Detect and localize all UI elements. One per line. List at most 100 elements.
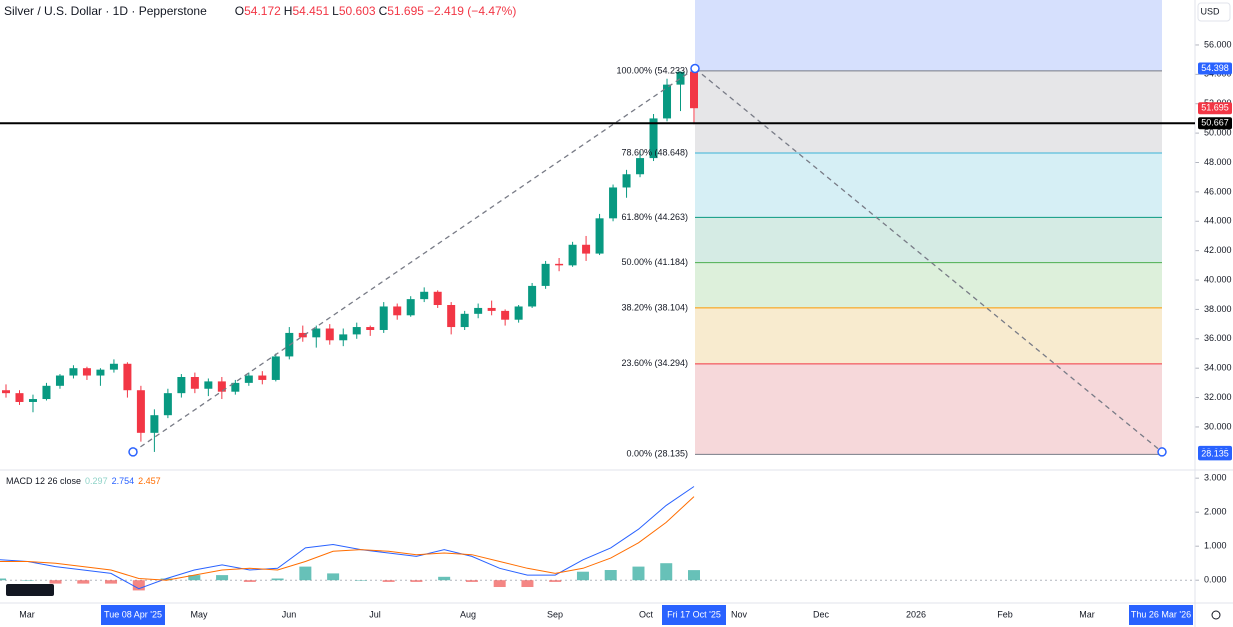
ohlc-key: H <box>284 4 293 18</box>
candle-body <box>244 375 253 383</box>
y-tick-label: 48.000 <box>1204 157 1232 167</box>
candle-body <box>136 390 145 433</box>
macd-histogram-bar <box>21 580 34 581</box>
candle-body <box>649 118 658 159</box>
macd-histogram-bar <box>549 580 562 582</box>
candle-body <box>42 385 51 400</box>
fib-level-label: 23.60% (34.294) <box>621 358 688 368</box>
macd-histogram-bar <box>188 575 201 581</box>
candle-body <box>474 307 483 314</box>
time-axis-label: Dec <box>813 609 830 619</box>
y-tick-label: 42.000 <box>1204 245 1232 255</box>
currency-button[interactable] <box>1197 2 1231 22</box>
candle-body <box>109 363 118 370</box>
settings-icon[interactable] <box>1211 610 1221 620</box>
macd-histogram-bar <box>77 580 90 584</box>
candle-body <box>28 399 37 402</box>
y-tick-label: 46.000 <box>1204 186 1232 196</box>
y-tick-label: 30.000 <box>1204 421 1232 431</box>
logo <box>6 584 54 596</box>
candle-body <box>555 263 564 266</box>
candle-body <box>258 375 267 380</box>
macd-histogram-bar <box>410 580 423 582</box>
candle-body <box>298 332 307 338</box>
candle-body <box>420 291 429 300</box>
trend-anchor[interactable] <box>690 63 700 74</box>
currency[interactable]: USD <box>1200 6 1220 16</box>
candle-body <box>514 306 523 320</box>
candle-body <box>55 375 64 386</box>
time-axis-label: Jul <box>369 609 381 619</box>
macd-histogram-bar <box>521 580 534 588</box>
candle-body <box>636 158 645 175</box>
candle-body <box>163 393 172 416</box>
candle-body <box>690 71 698 109</box>
ohlc-key: O <box>235 4 244 18</box>
candle-body <box>82 368 91 376</box>
macd-line <box>0 496 695 581</box>
symbol: Silver / U.S. Dollar · 1D · Pepperstone <box>4 4 207 18</box>
macd-histogram-bar <box>160 578 173 581</box>
candle-body <box>460 313 469 328</box>
macd-histogram-bar <box>49 580 62 584</box>
candle-body <box>123 363 132 391</box>
ohlc-value: 54.451 <box>292 4 329 18</box>
price-label-bg <box>1198 448 1232 461</box>
price-label: 50.667 <box>1201 118 1229 128</box>
macd-histogram-bar <box>632 566 645 581</box>
fib-top-zone <box>695 0 1162 71</box>
price-label-bg <box>1198 62 1232 75</box>
macd-histogram-bar <box>576 571 589 581</box>
candle-body <box>568 244 577 266</box>
macd-histogram-bar <box>132 580 145 591</box>
macd-histogram-bar <box>243 580 256 582</box>
y-tick-label: 34.000 <box>1204 363 1232 373</box>
macd-histogram-bar <box>660 563 673 581</box>
candle-body <box>339 334 348 341</box>
time-axis-label: Oct <box>639 609 654 619</box>
fib-zone <box>695 217 1162 263</box>
time-axis-label: Aug <box>460 609 476 619</box>
candle-body <box>352 327 361 335</box>
macd-line <box>0 486 695 590</box>
trend-anchor[interactable] <box>128 447 138 457</box>
candle-body <box>69 368 78 376</box>
macd-histogram-bar <box>465 580 478 582</box>
macd-histogram-bar <box>604 570 617 581</box>
candle-body <box>177 376 186 394</box>
time-axis-label: Fri 17 Oct '25 <box>667 609 721 619</box>
y-tick-label: 56.000 <box>1204 39 1232 49</box>
macd-histogram-bar <box>438 576 451 581</box>
macd-histogram-bar <box>327 573 340 581</box>
candle-body <box>622 174 631 188</box>
macd-histogram-bar <box>493 580 506 588</box>
time-axis-label: Thu 26 Mar '26 <box>1131 609 1191 619</box>
time-axis-label: Nov <box>731 609 748 619</box>
y-tick-label: 50.000 <box>1204 127 1232 137</box>
candle-body <box>190 376 199 389</box>
trend-anchor[interactable] <box>1157 447 1167 457</box>
macd-histogram-bar <box>354 580 367 581</box>
candle-body <box>15 393 24 402</box>
candle-body <box>325 328 334 341</box>
time-axis-label: Feb <box>997 609 1013 619</box>
time-axis-label: Tue 08 Apr '25 <box>104 609 162 619</box>
macd-histogram-bar <box>299 566 312 581</box>
fib-level-label: 100.00% (54.233) <box>616 65 688 75</box>
time-crosshair-label-bg <box>662 605 726 625</box>
candle-body <box>150 415 159 433</box>
macd-histogram-bar <box>688 570 700 581</box>
candle-body <box>231 382 240 392</box>
macd-histogram-bar <box>105 580 118 584</box>
ohlc-key: L <box>332 4 339 18</box>
macd-histogram-bar <box>382 580 395 582</box>
price-label: 51.695 <box>1201 103 1229 113</box>
candle-body <box>271 356 280 380</box>
candle-body <box>312 328 321 338</box>
macd-title: MACD 12 26 close <box>6 476 81 486</box>
candle-body <box>96 369 105 376</box>
fib-level-label: 78.60% (48.648) <box>621 147 688 157</box>
time-axis-label: Jun <box>282 609 297 619</box>
macd-histogram-bar <box>0 578 6 581</box>
